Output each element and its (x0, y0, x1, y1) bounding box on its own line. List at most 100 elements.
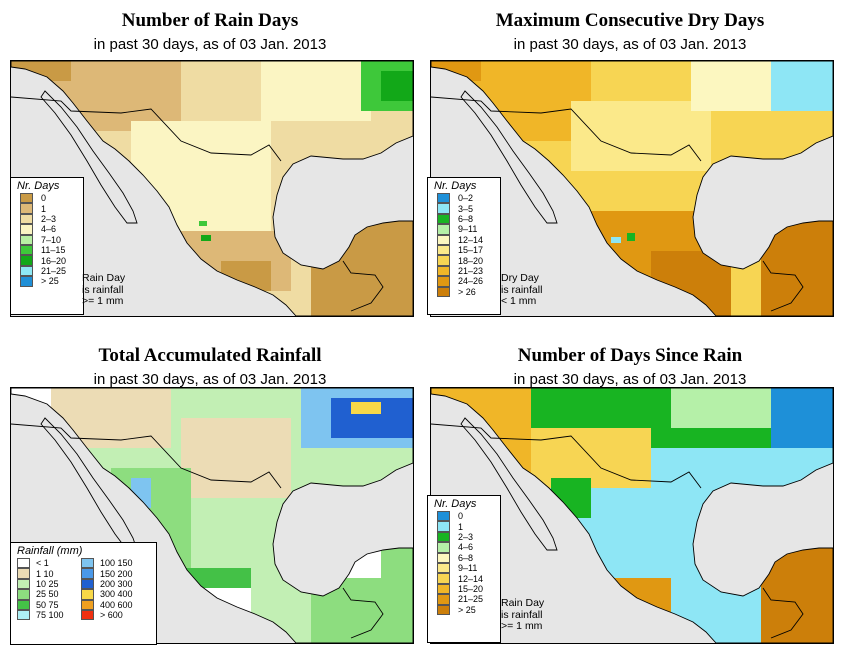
legend-label: 75 100 (36, 610, 64, 621)
legend-item: 21–25 (11, 265, 83, 277)
legend-item: 6–8 (428, 552, 500, 563)
legend-label: 150 200 (100, 568, 133, 579)
legend-swatch (437, 594, 450, 605)
since-rain-note: Rain Day is rainfall >= 1 mm (501, 597, 545, 632)
legend-label: > 600 (100, 610, 123, 621)
legend-swatch (20, 203, 33, 214)
legend-item: 15–20 (428, 583, 500, 595)
legend-swatch (437, 583, 450, 595)
legend-label: 1 10 (36, 568, 54, 579)
legend-item: 16–20 (11, 255, 83, 266)
legend-label: > 25 (458, 604, 476, 615)
legend-swatch (20, 224, 33, 235)
legend-item: 300 400 (81, 589, 145, 600)
legend-label: > 25 (41, 276, 59, 287)
legend-swatch (437, 531, 450, 543)
legend-label: 300 400 (100, 589, 133, 600)
legend-swatch (437, 203, 450, 214)
rain-day-note: Rain Day is rainfall >= 1 mm (82, 272, 126, 307)
panel-dry-days: Maximum Consecutive Dry Days in past 30 … (420, 0, 834, 318)
dry-days-legend: Nr. Days 0–2 3–5 6–8 9–11 12–14 15–17 18–20 21–… (427, 177, 501, 315)
legend-item: 21–25 (428, 594, 500, 605)
total-rainfall-map (10, 387, 414, 644)
legend-label: 2–3 (458, 531, 474, 542)
legend-swatch (437, 193, 450, 204)
legend-item: 150 200 (81, 568, 145, 579)
legend-swatch (17, 589, 30, 600)
legend-swatch (437, 265, 450, 277)
legend-item: 15–17 (428, 244, 500, 256)
legend-swatch (81, 589, 94, 600)
legend-label: 0 (458, 511, 464, 522)
legend-swatch (20, 255, 33, 266)
legend-swatch (17, 609, 30, 621)
legend-item: 0–2 (428, 193, 500, 204)
legend-label: 15–20 (458, 583, 484, 594)
legend-label: 3–5 (458, 203, 474, 214)
panel-subtitle: in past 30 days, as of 03 Jan. 2013 (93, 36, 327, 53)
panel-rain-days: Number of Rain Days in past 30 days, as … (0, 0, 414, 318)
legend-item: 11–15 (11, 244, 83, 256)
legend-label: 16–20 (41, 255, 67, 266)
legend-swatch (17, 568, 30, 579)
legend-label: 6–8 (458, 213, 474, 224)
legend-item: 1 (428, 521, 500, 532)
legend-item: > 600 (81, 609, 145, 621)
legend-swatch (20, 244, 33, 256)
legend-label: 50 75 (36, 599, 59, 610)
panel-title: Number of Days Since Rain (517, 345, 743, 366)
panel-title: Number of Rain Days (121, 10, 299, 31)
legend-item: 1 (11, 203, 83, 214)
legend-label: 7–10 (41, 234, 62, 245)
panel-subtitle: in past 30 days, as of 03 Jan. 2013 (513, 371, 747, 388)
legend-item: 75 100 (17, 609, 81, 621)
legend-item: > 25 (11, 276, 83, 287)
legend-item: 7–10 (11, 234, 83, 245)
legend-swatch (81, 599, 94, 610)
legend-label: 12–14 (458, 234, 484, 245)
panel-title: Maximum Consecutive Dry Days (495, 10, 765, 31)
rain-days-legend: Nr. Days 0 1 2–3 4–6 7–10 11–15 16–20 21–25 > 25 (10, 177, 84, 315)
legend-item: 0 (428, 511, 500, 522)
legend-item: 12–14 (428, 234, 500, 245)
legend-label: 24–26 (458, 276, 484, 287)
legend-swatch (17, 599, 30, 610)
panel-subtitle: in past 30 days, as of 03 Jan. 2013 (513, 36, 747, 53)
legend-swatch (437, 276, 450, 287)
legend-swatch (81, 558, 94, 569)
since-rain-legend: Nr. Days 0 1 2–3 4–6 6–8 9–11 12–14 15–20 21–25 >… (427, 495, 501, 643)
legend-label: 21–25 (41, 265, 67, 276)
legend-swatch (20, 265, 33, 277)
legend-item: 1 10 (17, 568, 81, 579)
legend-label: 10 25 (36, 578, 59, 589)
legend-swatch (437, 511, 450, 522)
legend-item: 2–3 (428, 531, 500, 543)
legend-swatch (437, 552, 450, 563)
legend-swatch (437, 562, 450, 574)
legend-title: Nr. Days (434, 498, 477, 510)
legend-label: > 26 (458, 286, 476, 297)
legend-label: 100 150 (100, 558, 133, 569)
legend-item: 200 300 (81, 578, 145, 590)
legend-swatch (81, 568, 94, 579)
legend-swatch (81, 578, 94, 590)
legend-swatch (81, 609, 94, 621)
legend-label: 21–23 (458, 265, 484, 276)
legend-label: 11–15 (41, 245, 66, 256)
legend-swatch (437, 244, 450, 256)
legend-swatch (17, 558, 30, 569)
legend-label: 21–25 (458, 594, 484, 605)
legend-swatch (20, 193, 33, 204)
legend-item: 12–14 (428, 573, 500, 584)
legend-label: 2–3 (41, 213, 57, 224)
legend-swatch (17, 578, 30, 590)
legend-label: 9–11 (458, 563, 478, 574)
dry-day-note: Dry Day is rainfall < 1 mm (501, 272, 543, 307)
panel-title: Total Accumulated Rainfall (98, 345, 322, 366)
legend-label: 400 600 (100, 599, 133, 610)
legend-label: 4–6 (458, 542, 474, 553)
panel-subtitle: in past 30 days, as of 03 Jan. 2013 (93, 371, 327, 388)
legend-title: Rainfall (mm) (17, 545, 83, 557)
legend-label: 12–14 (458, 573, 484, 584)
